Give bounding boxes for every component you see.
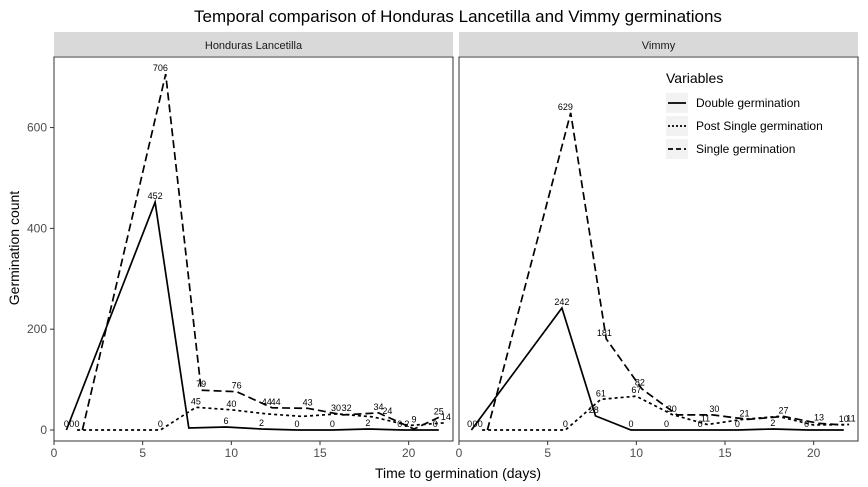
data-label: 14 bbox=[441, 412, 451, 422]
data-label: 0 bbox=[397, 419, 402, 429]
data-label: 28 bbox=[589, 405, 599, 415]
data-label: 44 bbox=[262, 397, 272, 407]
data-label: 24 bbox=[382, 406, 392, 416]
facet-strip bbox=[459, 32, 858, 56]
x-axis-label: Time to germination (days) bbox=[375, 465, 541, 481]
data-label: 2 bbox=[770, 418, 775, 428]
data-label: 0 bbox=[467, 419, 472, 429]
x-tick-label: 10 bbox=[630, 446, 644, 460]
x-tick-label: 20 bbox=[402, 446, 416, 460]
legend-title: Variables bbox=[666, 70, 723, 86]
x-tick-label: 0 bbox=[51, 446, 58, 460]
data-label: 181 bbox=[597, 328, 612, 338]
data-label: 0 bbox=[294, 419, 299, 429]
data-label: 0 bbox=[158, 419, 163, 429]
data-label: 2 bbox=[404, 419, 409, 429]
data-label: 34 bbox=[374, 402, 384, 412]
series-line-solid bbox=[65, 198, 439, 431]
data-label: 0 bbox=[735, 419, 740, 429]
data-label: 629 bbox=[558, 102, 573, 112]
data-label: 0 bbox=[664, 419, 669, 429]
x-tick-label: 15 bbox=[718, 446, 732, 460]
x-tick-label: 5 bbox=[139, 446, 146, 460]
facet-strip-label: Vimmy bbox=[642, 40, 676, 52]
data-label: 27 bbox=[779, 405, 789, 415]
data-label: 0 bbox=[478, 419, 483, 429]
data-label: 45 bbox=[191, 396, 201, 406]
data-label: 40 bbox=[226, 399, 236, 409]
data-label: 21 bbox=[739, 408, 749, 418]
x-tick-label: 15 bbox=[313, 446, 327, 460]
x-tick-label: 10 bbox=[225, 446, 239, 460]
series-line-dashed bbox=[486, 112, 844, 431]
legend-background bbox=[658, 66, 848, 162]
data-label: 25 bbox=[434, 406, 444, 416]
series-line-dashed bbox=[81, 73, 440, 431]
data-label: 0 bbox=[433, 419, 438, 429]
legend-entry-label: Post Single germination bbox=[696, 119, 823, 133]
data-label: 11 bbox=[846, 413, 855, 423]
data-label: 76 bbox=[232, 381, 242, 391]
data-label: 0 bbox=[629, 419, 634, 429]
data-label: 43 bbox=[303, 397, 313, 407]
data-label: 0 bbox=[472, 419, 477, 429]
data-label: 11 bbox=[701, 413, 710, 423]
data-label: 706 bbox=[153, 63, 168, 73]
x-tick-label: 5 bbox=[544, 446, 551, 460]
y-tick-label: 0 bbox=[40, 423, 47, 437]
data-label: 61 bbox=[596, 388, 606, 398]
data-label: 44 bbox=[271, 397, 281, 407]
data-label: 82 bbox=[635, 378, 645, 388]
data-label: 242 bbox=[554, 297, 569, 307]
data-label: 9 bbox=[411, 414, 416, 424]
data-label: 0 bbox=[75, 419, 80, 429]
panel-border bbox=[458, 56, 859, 442]
y-tick-label: 400 bbox=[27, 221, 47, 235]
data-label: 10 bbox=[839, 414, 849, 424]
chart-title: Temporal comparison of Honduras Lancetil… bbox=[194, 7, 722, 26]
data-label: 2 bbox=[365, 418, 370, 428]
data-label: 30 bbox=[709, 404, 719, 414]
data-label: 13 bbox=[814, 412, 824, 422]
data-label: 2 bbox=[259, 418, 264, 428]
series-line-dotted bbox=[482, 395, 850, 431]
x-tick-label: 20 bbox=[807, 446, 821, 460]
data-label: 30 bbox=[331, 403, 341, 413]
x-tick-label: 0 bbox=[456, 446, 463, 460]
legend-entry-label: Double germination bbox=[696, 96, 800, 110]
data-label: 0 bbox=[804, 419, 809, 429]
data-label: 0 bbox=[64, 419, 69, 429]
panel-border bbox=[53, 56, 454, 442]
data-label: 0 bbox=[330, 419, 335, 429]
data-label: 79 bbox=[196, 379, 206, 389]
facet-strip bbox=[54, 32, 453, 56]
legend-entry-label: Single germination bbox=[696, 142, 795, 156]
legend: Variables Double germination Post Single g… bbox=[658, 66, 848, 162]
y-tick-label: 200 bbox=[27, 322, 47, 336]
y-axis-label: Germination count bbox=[6, 191, 22, 306]
data-label: 30 bbox=[667, 404, 677, 414]
data-label: 6 bbox=[224, 416, 229, 426]
data-label: 67 bbox=[631, 385, 641, 395]
series-line-dotted bbox=[77, 406, 445, 431]
data-label: 0 bbox=[698, 419, 703, 429]
series-line-solid bbox=[470, 306, 844, 431]
data-label: 32 bbox=[342, 403, 352, 413]
y-tick-label: 600 bbox=[27, 121, 47, 135]
facet-strip-label: Honduras Lancetilla bbox=[205, 40, 303, 52]
data-label: 0 bbox=[69, 419, 74, 429]
data-label: 452 bbox=[148, 191, 163, 201]
data-label: 0 bbox=[563, 419, 568, 429]
